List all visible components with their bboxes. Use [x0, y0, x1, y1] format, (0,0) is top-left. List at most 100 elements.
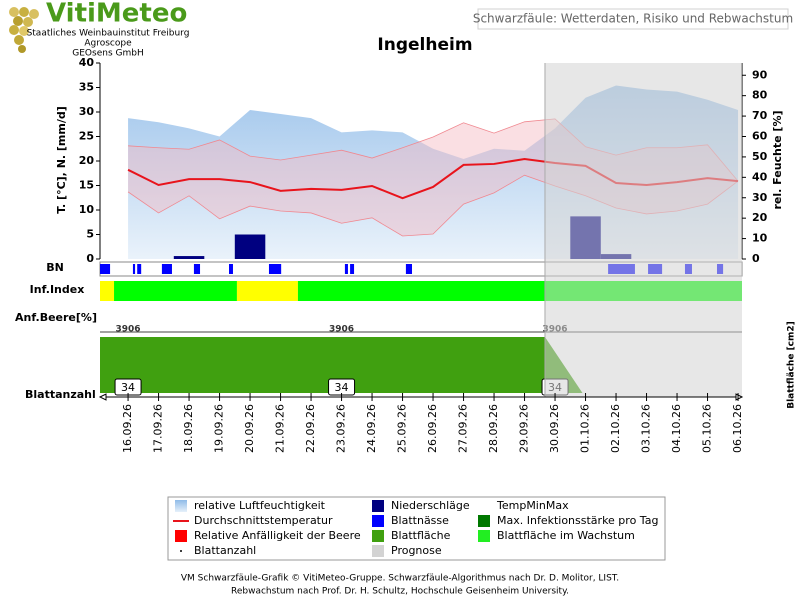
y-tick-label: 35 [79, 81, 94, 94]
legend-label: Relative Anfälligkeit der Beere [194, 529, 361, 542]
leaf-wetness [100, 264, 111, 274]
logo-text: VitiMeteo [46, 0, 187, 29]
legend-label: Prognose [391, 544, 442, 557]
legend-label: Blattfläche im Wachstum [497, 529, 635, 542]
x-tick-label: 19.09.26 [213, 404, 226, 453]
x-tick-label: 29.09.26 [518, 404, 531, 453]
row-label: Anf.Beere[%] [15, 311, 97, 324]
legend-label: Durchschnittstemperatur [194, 514, 333, 527]
x-tick-label: 23.09.26 [335, 404, 348, 453]
legend-label: Blattfläche [391, 529, 451, 542]
subtitle-box [477, 8, 789, 30]
forecast-overlay [544, 63, 742, 397]
footer-line: VM Schwarzfäule-Grafik © VitiMeteo-Grupp… [181, 574, 619, 584]
x-tick-label: 16.09.26 [121, 404, 134, 453]
legend-swatch [180, 550, 182, 552]
org-line: GEOsens GmbH [72, 49, 143, 59]
footer-line: Rebwachstum nach Prof. Dr. H. Schultz, H… [231, 587, 569, 597]
leaf-wetness [193, 264, 201, 274]
y2-tick-label: 20 [752, 211, 768, 224]
leaf-area-label: 3906 [329, 325, 354, 335]
x-tick-label: 18.09.26 [182, 404, 195, 453]
x-tick-label: 27.09.26 [457, 404, 470, 453]
y2-tick-label: 0 [752, 252, 760, 265]
y-tick-label: 20 [79, 154, 95, 167]
row-label: Blattanzahl [25, 388, 96, 401]
legend-swatch [372, 500, 384, 512]
legend-swatch [478, 530, 490, 542]
x-tick-label: 20.09.26 [243, 404, 256, 453]
x-tick-label: 25.09.26 [396, 404, 409, 453]
y-axis-title: T. [°C], N. [mm/d] [55, 106, 68, 214]
leaf-area-axis-title: Blattfläche [cm2] [787, 321, 797, 409]
y-tick-label: 5 [86, 228, 94, 241]
leaf-area [100, 337, 742, 393]
x-tick-label: 24.09.26 [365, 404, 378, 453]
y2-tick-label: 50 [752, 150, 768, 163]
leaf-wetness [268, 264, 282, 274]
x-tick-label: 22.09.26 [304, 404, 317, 453]
legend-label: TempMinMax [496, 499, 569, 512]
legend-swatch [372, 530, 384, 542]
y2-tick-label: 70 [752, 109, 768, 122]
x-tick-label: 05.10.26 [701, 404, 714, 453]
legend-label: Max. Infektionsstärke pro Tag [497, 514, 658, 527]
x-tick-label: 21.09.26 [274, 404, 287, 453]
infection-segment [114, 281, 237, 301]
x-tick-label: 01.10.26 [579, 404, 592, 453]
x-tick-label: 02.10.26 [609, 404, 622, 453]
leaf-wetness [137, 264, 142, 274]
leaf-count: 34 [335, 381, 349, 394]
org-line: Staatliches Weinbauinstitut Freiburg [27, 29, 190, 39]
legend-label: Blattanzahl [194, 544, 256, 557]
x-tick-label: 04.10.26 [670, 404, 683, 453]
x-tick-label: 26.09.26 [426, 404, 439, 453]
legend-swatch [478, 515, 490, 527]
row-label: BN [46, 261, 64, 274]
x-tick-label: 30.09.26 [548, 404, 561, 453]
y2-tick-label: 90 [752, 68, 768, 81]
y2-tick-label: 60 [752, 130, 768, 143]
axis-arrow [98, 393, 107, 401]
y2-tick-label: 80 [752, 89, 768, 102]
precip-bar [173, 256, 205, 259]
org-line: Agroscope [84, 39, 132, 49]
legend-swatch [372, 515, 384, 527]
infection-segment [236, 281, 298, 301]
row-label: Inf.Index [30, 283, 85, 296]
leaf-count: 34 [121, 381, 135, 394]
infection-segment [100, 281, 115, 301]
legend-label: Niederschläge [391, 499, 470, 512]
legend-box [167, 496, 666, 561]
logo [9, 7, 39, 53]
y-tick-label: 10 [79, 203, 95, 216]
axis-arrow [735, 393, 744, 401]
y-tick-label: 40 [79, 56, 95, 69]
chart-title: Ingelheim [377, 35, 472, 55]
leaf-wetness [229, 264, 233, 274]
x-tick-label: 03.10.26 [640, 404, 653, 453]
legend-swatch [175, 500, 187, 512]
y2-tick-label: 30 [752, 191, 768, 204]
legend-swatch [372, 545, 384, 557]
leaf-wetness [350, 264, 355, 274]
y-tick-label: 15 [79, 179, 94, 192]
y-tick-label: 30 [79, 105, 95, 118]
y2-tick-label: 40 [752, 170, 768, 183]
legend-label: Blattnässe [391, 514, 449, 527]
subtitle: Schwarzfäule: Wetterdaten, Risiko und Re… [473, 12, 793, 26]
leaf-wetness [405, 264, 413, 274]
plot: 0 5 10 15 20 25 30 35 40 0 10 20 30 40 50 60 70 80 90 3906 3… [79, 56, 768, 453]
x-tick-label: 28.09.26 [487, 404, 500, 453]
leaf-wetness [344, 264, 348, 274]
y-tick-label: 25 [79, 130, 94, 143]
legend-label: relative Luftfeuchtigkeit [194, 499, 326, 512]
y2-axis-title: rel. Feuchte [%] [771, 111, 784, 210]
legend-swatch [175, 530, 187, 542]
y-tick-label: 0 [86, 252, 94, 265]
leaf-area-label: 3906 [116, 325, 141, 335]
precip-bar [234, 234, 266, 259]
x-tick-label: 06.10.26 [731, 404, 744, 453]
leaf-wetness [132, 264, 136, 274]
